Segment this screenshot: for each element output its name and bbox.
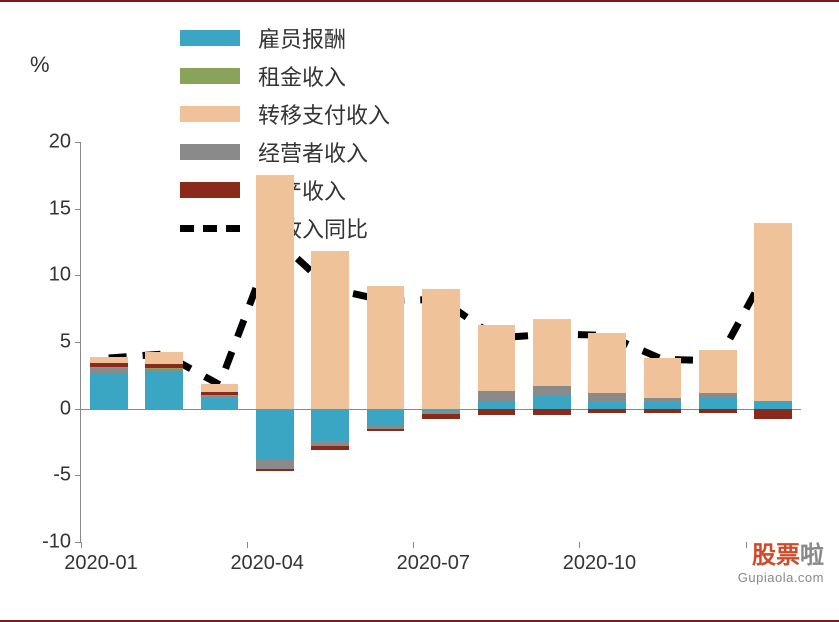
bar-seg-employee [90,373,128,409]
bar-seg-employee [311,409,349,441]
bar-seg-property [256,469,294,472]
y-axis-label: % [30,52,50,78]
bar-seg-transfer [644,358,682,398]
bar-seg-transfer [422,289,460,409]
plot-area: -10-5051015202020-012020-042020-072020-1… [80,142,801,542]
chart-container: % 雇员报酬租金收入转移支付收入经营者收入财产收入总收入同比 -10-50510… [0,0,839,622]
bar-seg-property [588,409,626,413]
bar-seg-operator [644,398,682,402]
bar-seg-transfer [256,175,294,408]
bar-seg-transfer [311,251,349,408]
legend-label: 转移支付收入 [258,98,390,130]
bar-seg-property [644,409,682,413]
bar-group [422,142,460,542]
bar-seg-transfer [478,325,516,392]
bar-seg-transfer [533,319,571,386]
watermark-url: Gupiaola.com [738,570,824,585]
x-tick-label: 2020-10 [563,542,636,575]
bar-seg-rental [90,367,128,368]
bar-seg-employee [588,402,626,409]
bar-seg-employee [201,398,239,409]
legend-label: 租金收入 [258,60,346,92]
bar-group [256,142,294,542]
legend-item-transfer: 转移支付收入 [180,98,480,130]
bar-seg-employee [533,395,571,408]
x-tick-label: 2020-07 [397,542,470,575]
x-tick-label: 2020-04 [230,542,303,575]
bar-seg-property [367,429,405,432]
bar-seg-employee [754,401,792,409]
bar-seg-operator [90,367,128,372]
bar-seg-transfer [90,357,128,362]
bar-seg-property [90,363,128,367]
bar-group [644,142,682,542]
bar-group [311,142,349,542]
bar-seg-property [311,446,349,450]
bar-seg-operator [588,393,626,402]
legend-item-employee: 雇员报酬 [180,22,480,54]
legend-label: 雇员报酬 [258,22,346,54]
watermark-red: 股票 [752,542,800,569]
bar-seg-property [478,409,516,414]
bar-seg-operator [145,369,183,372]
bar-seg-transfer [367,286,405,409]
bar-seg-property [145,364,183,368]
legend-swatch [180,106,240,122]
bar-seg-employee [699,398,737,409]
bar-seg-employee [145,371,183,408]
x-tick-label: 2020-01 [64,542,137,575]
legend-item-rental: 租金收入 [180,60,480,92]
bar-seg-transfer [699,350,737,393]
legend-swatch [180,30,240,46]
bar-seg-employee [256,409,294,460]
bar-seg-employee [478,401,516,409]
bar-group [533,142,571,542]
bar-group [754,142,792,542]
bar-group [588,142,626,542]
bar-seg-operator [533,386,571,395]
bar-group [699,142,737,542]
bar-seg-employee [367,409,405,426]
bar-seg-property [754,409,792,418]
bar-group [90,142,128,542]
bar-seg-employee [644,402,682,409]
bar-seg-transfer [145,352,183,364]
watermark-text: 股票啦 [738,535,824,570]
bar-seg-transfer [754,223,792,400]
bar-seg-property [699,409,737,413]
bar-seg-operator [699,393,737,398]
watermark-gray: 啦 [800,542,824,569]
bar-seg-operator [256,459,294,468]
bar-seg-rental [145,368,183,369]
legend-swatch [180,68,240,84]
bar-seg-property [533,409,571,414]
bar-seg-property [201,392,239,395]
bar-seg-property [422,414,460,419]
bar-seg-transfer [588,333,626,393]
bar-seg-operator [478,391,516,400]
bar-group [201,142,239,542]
bar-group [367,142,405,542]
bar-group [478,142,516,542]
bar-group [145,142,183,542]
watermark: 股票啦 Gupiaola.com [738,535,824,585]
bar-seg-operator [201,395,239,398]
bar-seg-transfer [201,384,239,392]
bar-seg-rental [201,395,239,396]
